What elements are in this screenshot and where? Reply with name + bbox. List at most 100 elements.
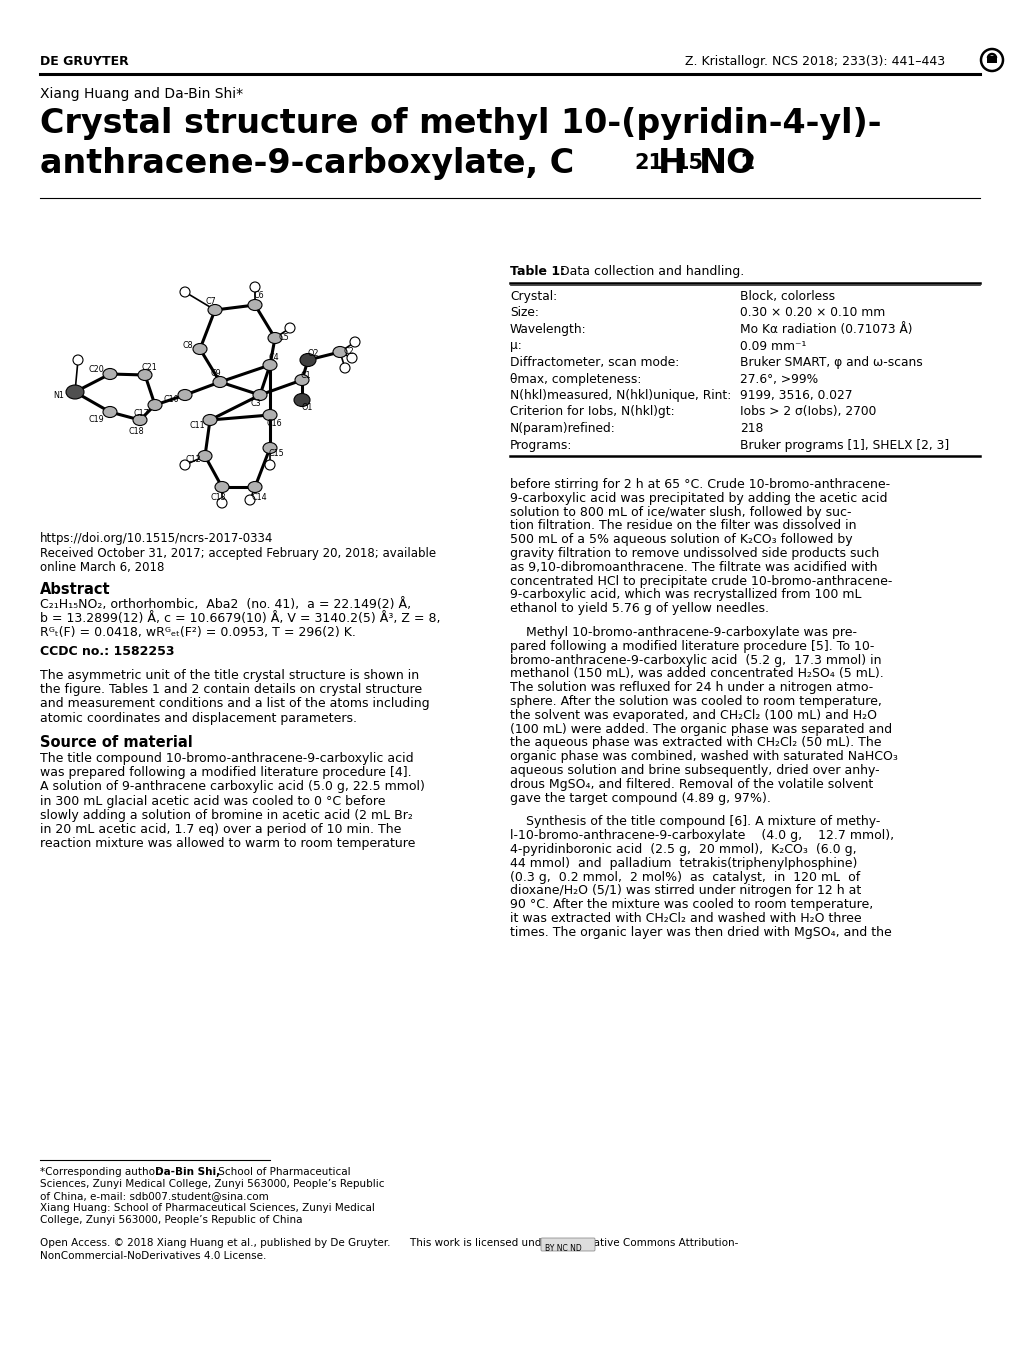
Text: O1: O1: [301, 402, 313, 412]
Text: Programs:: Programs:: [510, 439, 572, 451]
Text: N(param)refined:: N(param)refined:: [510, 423, 615, 435]
Text: reaction mixture was allowed to warm to room temperature: reaction mixture was allowed to warm to …: [40, 837, 415, 851]
Text: Bruker SMART, φ and ω-scans: Bruker SMART, φ and ω-scans: [739, 356, 922, 370]
Text: was prepared following a modified literature procedure [4].: was prepared following a modified litera…: [40, 766, 412, 779]
Text: School of Pharmaceutical: School of Pharmaceutical: [215, 1167, 351, 1177]
Text: NonCommercial-NoDerivatives 4.0 License.: NonCommercial-NoDerivatives 4.0 License.: [40, 1252, 266, 1261]
Ellipse shape: [248, 481, 262, 492]
Text: C12: C12: [184, 455, 201, 465]
Text: methanol (150 mL), was added concentrated H₂SO₄ (5 mL).: methanol (150 mL), was added concentrate…: [510, 667, 882, 681]
Text: 15: 15: [675, 154, 703, 173]
Text: Da-Bin Shi,: Da-Bin Shi,: [155, 1167, 220, 1177]
Text: C13: C13: [210, 492, 225, 501]
Text: concentrated HCl to precipitate crude 10-bromo-anthracene-: concentrated HCl to precipitate crude 10…: [510, 575, 892, 587]
Text: C17: C17: [133, 409, 149, 417]
Text: anthracene-9-carboxylate, C: anthracene-9-carboxylate, C: [40, 147, 574, 179]
Text: Size:: Size:: [510, 307, 538, 319]
Text: 4-pyridinboronic acid  (2.5 g,  20 mmol),  K₂CO₃  (6.0 g,: 4-pyridinboronic acid (2.5 g, 20 mmol), …: [510, 843, 856, 856]
Text: Abstract: Abstract: [40, 582, 110, 597]
Ellipse shape: [263, 360, 277, 371]
Text: b = 13.2899(12) Å, c = 10.6679(10) Å, V = 3140.2(5) Å³, Z = 8,: b = 13.2899(12) Å, c = 10.6679(10) Å, V …: [40, 612, 440, 625]
Text: online March 6, 2018: online March 6, 2018: [40, 561, 164, 573]
Text: H: H: [657, 147, 686, 179]
Text: N(hkl)measured, N(hkl)unique, Rint:: N(hkl)measured, N(hkl)unique, Rint:: [510, 389, 731, 402]
Text: C6: C6: [254, 291, 264, 300]
Bar: [986, 56, 996, 63]
Text: in 300 mL glacial acetic acid was cooled to 0 °C before: in 300 mL glacial acetic acid was cooled…: [40, 795, 385, 807]
Ellipse shape: [263, 443, 277, 454]
Text: and measurement conditions and a list of the atoms including: and measurement conditions and a list of…: [40, 697, 429, 711]
Text: C14: C14: [251, 492, 267, 501]
Circle shape: [73, 355, 83, 366]
Text: 9-carboxylic acid, which was recrystallized from 100 mL: 9-carboxylic acid, which was recrystalli…: [510, 588, 861, 602]
Text: the aqueous phase was extracted with CH₂Cl₂ (50 mL). The: the aqueous phase was extracted with CH₂…: [510, 737, 880, 749]
Text: C16: C16: [266, 419, 281, 428]
Circle shape: [179, 459, 190, 470]
Ellipse shape: [103, 368, 117, 379]
Text: pared following a modified literature procedure [5]. To 10-: pared following a modified literature pr…: [510, 640, 873, 652]
Text: gravity filtration to remove undissolved side products such: gravity filtration to remove undissolved…: [510, 548, 878, 560]
Text: (0.3 g,  0.2 mmol,  2 mol%)  as  catalyst,  in  120 mL  of: (0.3 g, 0.2 mmol, 2 mol%) as catalyst, i…: [510, 871, 859, 883]
Text: Xiang Huang and Da-Bin Shi*: Xiang Huang and Da-Bin Shi*: [40, 87, 243, 101]
Text: as 9,10-dibromoanthracene. The filtrate was acidified with: as 9,10-dibromoanthracene. The filtrate …: [510, 561, 876, 573]
Text: 9-carboxylic acid was precipitated by adding the acetic acid: 9-carboxylic acid was precipitated by ad…: [510, 492, 887, 504]
Text: tion filtration. The residue on the filter was dissolved in: tion filtration. The residue on the filt…: [510, 519, 856, 533]
Text: C7: C7: [206, 296, 216, 306]
Circle shape: [346, 353, 357, 363]
Text: The solution was refluxed for 24 h under a nitrogen atmo-: The solution was refluxed for 24 h under…: [510, 681, 872, 694]
Ellipse shape: [268, 333, 281, 344]
Text: Rᴳₜ(F) = 0.0418, wRᴳₑₜ(F²) = 0.0953, T = 296(2) K.: Rᴳₜ(F) = 0.0418, wRᴳₑₜ(F²) = 0.0953, T =…: [40, 626, 356, 639]
Text: DE GRUYTER: DE GRUYTER: [40, 54, 128, 68]
Text: 0.30 × 0.20 × 0.10 mm: 0.30 × 0.20 × 0.10 mm: [739, 307, 884, 319]
Text: 90 °C. After the mixture was cooled to room temperature,: 90 °C. After the mixture was cooled to r…: [510, 898, 872, 911]
Text: sphere. After the solution was cooled to room temperature,: sphere. After the solution was cooled to…: [510, 694, 881, 708]
Text: in 20 mL acetic acid, 1.7 eq) over a period of 10 min. The: in 20 mL acetic acid, 1.7 eq) over a per…: [40, 824, 401, 836]
Text: 44 mmol)  and  palladium  tetrakis(triphenylphosphine): 44 mmol) and palladium tetrakis(tripheny…: [510, 856, 857, 870]
Text: atomic coordinates and displacement parameters.: atomic coordinates and displacement para…: [40, 712, 357, 724]
Ellipse shape: [215, 481, 229, 492]
Text: C8: C8: [182, 341, 194, 349]
Circle shape: [350, 337, 360, 347]
Text: CCDC no.: 1582253: CCDC no.: 1582253: [40, 646, 174, 658]
Text: (100 mL) were added. The organic phase was separated and: (100 mL) were added. The organic phase w…: [510, 723, 892, 735]
Circle shape: [245, 495, 255, 506]
Circle shape: [339, 363, 350, 372]
Text: Data collection and handling.: Data collection and handling.: [555, 265, 744, 279]
Text: The asymmetric unit of the title crystal structure is shown in: The asymmetric unit of the title crystal…: [40, 669, 419, 682]
Text: Block, colorless: Block, colorless: [739, 289, 835, 303]
Text: dioxane/H₂O (5/1) was stirred under nitrogen for 12 h at: dioxane/H₂O (5/1) was stirred under nitr…: [510, 885, 860, 897]
Text: C18: C18: [128, 428, 144, 436]
Text: 2: 2: [739, 154, 754, 173]
Text: Iobs > 2 σ(Iobs), 2700: Iobs > 2 σ(Iobs), 2700: [739, 405, 875, 419]
Text: Synthesis of the title compound [6]. A mixture of methy-: Synthesis of the title compound [6]. A m…: [510, 815, 879, 829]
Text: C₂₁H₁₅NO₂, orthorhombic,  Aba2  (no. 41),  a = 22.149(2) Å,: C₂₁H₁₅NO₂, orthorhombic, Aba2 (no. 41), …: [40, 598, 411, 612]
Text: it was extracted with CH₂Cl₂ and washed with H₂O three: it was extracted with CH₂Cl₂ and washed …: [510, 912, 861, 925]
Text: Z. Kristallogr. NCS 2018; 233(3): 441–443: Z. Kristallogr. NCS 2018; 233(3): 441–44…: [684, 54, 944, 68]
Text: C5: C5: [278, 333, 289, 342]
Text: College, Zunyi 563000, People’s Republic of China: College, Zunyi 563000, People’s Republic…: [40, 1215, 303, 1224]
Text: 218: 218: [739, 423, 762, 435]
Text: 0.09 mm⁻¹: 0.09 mm⁻¹: [739, 340, 806, 352]
Ellipse shape: [198, 450, 212, 462]
Text: Open Access. © 2018 Xiang Huang et al., published by De Gruyter.      This work : Open Access. © 2018 Xiang Huang et al., …: [40, 1238, 738, 1248]
Text: *Corresponding author:: *Corresponding author:: [40, 1167, 166, 1177]
Text: C9: C9: [210, 370, 221, 379]
Text: gave the target compound (4.89 g, 97%).: gave the target compound (4.89 g, 97%).: [510, 791, 770, 805]
Text: θmax, completeness:: θmax, completeness:: [510, 372, 641, 386]
Text: μ:: μ:: [510, 340, 522, 352]
Text: C1: C1: [301, 371, 311, 379]
Ellipse shape: [193, 344, 207, 355]
Text: Wavelength:: Wavelength:: [510, 323, 586, 336]
Ellipse shape: [132, 414, 147, 425]
Text: 21: 21: [634, 154, 662, 173]
Ellipse shape: [263, 409, 277, 420]
Text: C11: C11: [189, 421, 205, 431]
Text: ethanol to yield 5.76 g of yellow needles.: ethanol to yield 5.76 g of yellow needle…: [510, 602, 768, 616]
Text: Crystal structure of methyl 10-(pyridin-4-yl)-: Crystal structure of methyl 10-(pyridin-…: [40, 107, 880, 140]
Text: NO: NO: [698, 147, 755, 179]
Text: times. The organic layer was then dried with MgSO₄, and the: times. The organic layer was then dried …: [510, 925, 891, 939]
Text: solution to 800 mL of ice/water slush, followed by suc-: solution to 800 mL of ice/water slush, f…: [510, 506, 851, 519]
Circle shape: [265, 459, 275, 470]
Circle shape: [217, 497, 227, 508]
Ellipse shape: [332, 347, 346, 357]
